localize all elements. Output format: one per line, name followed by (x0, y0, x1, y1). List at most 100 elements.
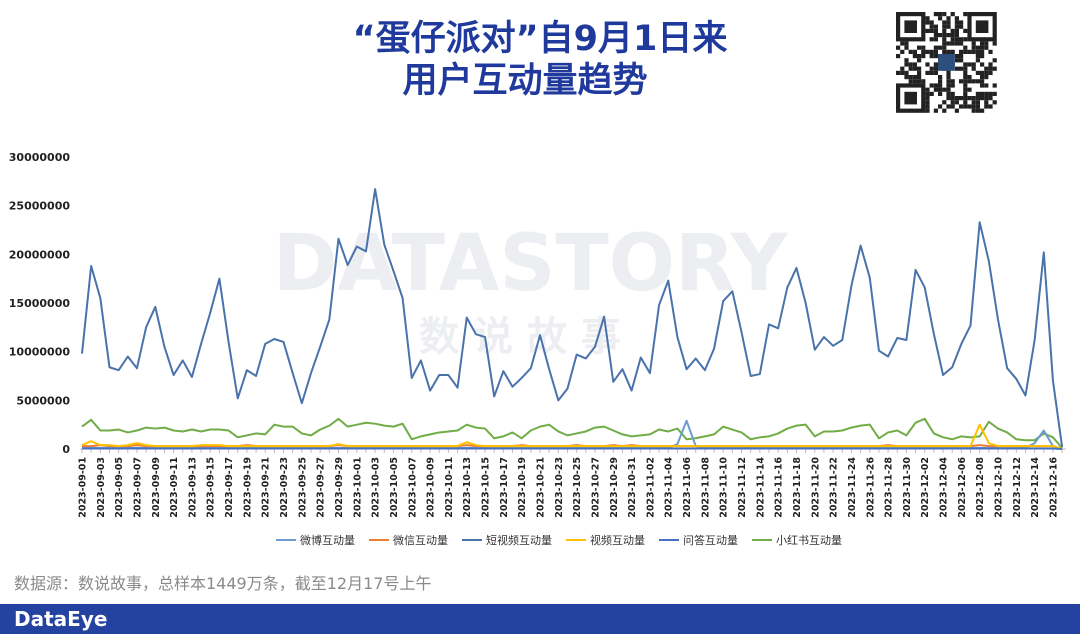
qr-cell (975, 58, 980, 63)
x-tick-label: 2023-09-05 (114, 457, 125, 518)
x-tick-label: 2023-12-08 (975, 457, 986, 518)
qr-cell (908, 79, 913, 84)
qr-cell (933, 12, 938, 17)
qr-cell (929, 83, 934, 88)
qr-cell (933, 83, 938, 88)
x-tick-label: 2023-11-18 (792, 457, 803, 518)
qr-cell (954, 100, 959, 105)
x-tick-label: 2023-11-06 (682, 457, 693, 518)
qr-cell (946, 96, 951, 101)
qr-finder (895, 83, 926, 113)
qr-cell (921, 79, 926, 84)
qr-cell (980, 70, 985, 75)
qr-cell (912, 79, 917, 84)
legend-label: 视频互动量 (590, 533, 645, 547)
qr-cell (950, 33, 955, 38)
qr-cell (984, 45, 989, 50)
x-tick-label: 2023-11-16 (774, 457, 785, 518)
x-tick-label: 2023-09-07 (132, 457, 143, 518)
qr-cell (912, 49, 917, 54)
qr-finder (975, 20, 989, 33)
qr-cell (925, 16, 930, 21)
qr-cell (925, 104, 930, 109)
qr-cell (908, 49, 913, 54)
qr-cell (904, 75, 909, 80)
x-tick-label: 2023-09-17 (224, 457, 235, 518)
x-tick-label: 2023-12-10 (994, 457, 1005, 518)
qr-cell (904, 58, 909, 63)
qr-cell (950, 96, 955, 101)
x-tick-label: 2023-11-26 (865, 457, 876, 518)
x-tick-label: 2023-09-09 (151, 457, 162, 518)
qr-cell (963, 96, 968, 101)
qr-cell (950, 83, 955, 88)
qr-cell (992, 41, 997, 46)
qr-cell (975, 49, 980, 54)
source: 数据源：数说故事，总样本1449万条，截至12月17号上午 (14, 574, 431, 593)
qr-cell (938, 104, 943, 109)
qr-cell (980, 83, 985, 88)
qr-cell (975, 70, 980, 75)
qr-cell (963, 62, 968, 67)
x-tick-label: 2023-12-06 (957, 457, 968, 518)
x-tick-label: 2023-10-03 (371, 457, 382, 518)
qr-cell (917, 66, 922, 71)
qr-cell (992, 83, 997, 88)
qr-cell (904, 70, 909, 75)
qr-cell (984, 83, 989, 88)
qr-cell (980, 41, 985, 46)
qr-cell (938, 75, 943, 80)
brand: DataEye (14, 607, 107, 631)
qr-cell (908, 66, 913, 71)
qr-cell (954, 33, 959, 38)
x-tick-label: 2023-09-13 (187, 457, 198, 518)
qr-cell (921, 45, 926, 50)
x-tick-label: 2023-11-22 (829, 457, 840, 518)
qr-cell (963, 100, 968, 105)
qr-cell (984, 100, 989, 105)
x-tick-label: 2023-09-03 (96, 457, 107, 518)
qr-cell (984, 70, 989, 75)
x-tick-label: 2023-11-14 (755, 457, 766, 518)
qr-cell (908, 62, 913, 67)
series-line (81, 188, 1064, 448)
x-tick-label: 2023-11-08 (700, 457, 711, 518)
x-tick-label: 2023-10-29 (609, 457, 620, 518)
qr-cell (921, 49, 926, 54)
qr-cell (938, 33, 943, 38)
qr-cell (954, 108, 959, 113)
qr-cell (900, 49, 905, 54)
x-tick-label: 2023-10-15 (481, 457, 492, 518)
qr-cell (933, 45, 938, 50)
qr-cell (946, 79, 951, 84)
qr-cell (963, 66, 968, 71)
qr-cell (954, 16, 959, 21)
qr-finder (895, 12, 926, 42)
qr-cell (984, 75, 989, 80)
qr-cell (959, 49, 964, 54)
x-tick-label: 2023-10-21 (536, 457, 547, 518)
qr-cell (959, 20, 964, 25)
qr-cell (912, 54, 917, 59)
qr-cell (980, 96, 985, 101)
qr-cell (963, 87, 968, 92)
qr-cell (975, 54, 980, 59)
x-tick-label: 2023-12-14 (1030, 457, 1041, 518)
qr-cell (971, 108, 976, 113)
qr-cell (975, 100, 980, 105)
qr-cell (938, 79, 943, 84)
qr-cell (900, 41, 905, 46)
qr-cell (946, 104, 951, 109)
qr-cell (938, 87, 943, 92)
qr-cell (975, 104, 980, 109)
qr-cell (917, 70, 922, 75)
qr-cell (950, 37, 955, 42)
qr-cell (942, 100, 947, 105)
qr-cell (912, 62, 917, 67)
x-tick-label: 2023-10-01 (352, 457, 363, 518)
qr-cell (967, 62, 972, 67)
title: “蛋仔派对”自9月1日来 (353, 19, 728, 59)
qr-cell (967, 96, 972, 101)
qr-cell (959, 96, 964, 101)
qr-cell (988, 96, 993, 101)
